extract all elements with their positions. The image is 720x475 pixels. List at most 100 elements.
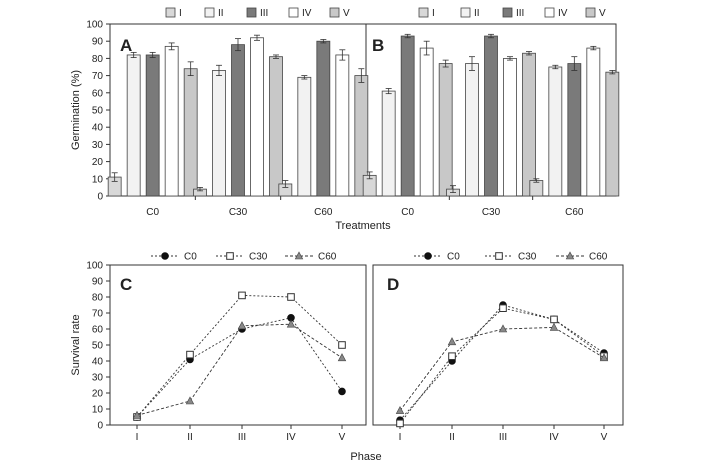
y-tick-label: 30 bbox=[92, 140, 104, 151]
bar-a-V-C30 bbox=[269, 56, 283, 197]
x-tick-label: C60 bbox=[565, 207, 584, 218]
x-tick-label: C30 bbox=[482, 207, 501, 218]
x-tick-label: III bbox=[238, 432, 246, 443]
y-tick-label: 40 bbox=[92, 357, 104, 368]
point-c-C60-II bbox=[185, 396, 195, 405]
x-tick-label: V bbox=[601, 432, 608, 443]
x-tick-label: C0 bbox=[401, 207, 414, 218]
bar-b-II-C60 bbox=[548, 66, 563, 197]
bar-b-V-C30 bbox=[522, 52, 536, 197]
bar-b-IV-C30 bbox=[503, 58, 517, 197]
series-line-d-C0 bbox=[399, 304, 605, 421]
y-tick-label: 10 bbox=[92, 174, 104, 185]
panel-a-y-axis-title: Germination (%) bbox=[70, 70, 82, 150]
point-d-C60-V bbox=[599, 353, 609, 362]
legend-marker-C30 bbox=[495, 252, 503, 260]
y-tick-label: 90 bbox=[92, 37, 104, 48]
bar-b-V-C0 bbox=[438, 63, 453, 197]
legend-label-III: III bbox=[516, 8, 524, 19]
bar-b-IV-C60 bbox=[586, 47, 601, 197]
panel-d-label: D bbox=[387, 275, 399, 294]
bar-a-IV-C30 bbox=[250, 37, 264, 197]
legend-marker-C0 bbox=[424, 252, 432, 260]
legend-swatch-I bbox=[165, 7, 176, 18]
y-tick-label: 70 bbox=[92, 71, 104, 82]
bar-b-III-C0 bbox=[400, 35, 415, 197]
series-line-d-C30 bbox=[399, 307, 605, 424]
panel-d-frame bbox=[372, 264, 624, 426]
x-tick-label: IV bbox=[549, 432, 559, 443]
legend-marker-C60 bbox=[565, 251, 575, 260]
point-c-C30-V bbox=[338, 341, 346, 349]
y-tick-label: 80 bbox=[92, 293, 104, 304]
point-d-C30-III bbox=[499, 304, 507, 312]
bar-a-III-C60 bbox=[316, 40, 331, 197]
legend-label-C0: C0 bbox=[184, 252, 197, 263]
bar-a-IV-C0 bbox=[164, 45, 179, 197]
y-tick-label: 100 bbox=[86, 20, 103, 31]
x-tick-label: III bbox=[499, 432, 507, 443]
y-tick-label: 30 bbox=[92, 373, 104, 384]
bar-b-III-C60 bbox=[567, 63, 582, 197]
legend-swatch-IV bbox=[544, 7, 555, 18]
x-tick-label: C60 bbox=[314, 207, 333, 218]
legend-marker-C30 bbox=[226, 252, 234, 260]
legend-label-III: III bbox=[260, 8, 268, 19]
bar-a-II-C60 bbox=[297, 76, 312, 197]
point-d-C60-II bbox=[447, 337, 457, 346]
y-tick-label: 0 bbox=[97, 192, 103, 203]
series-line-c-C60 bbox=[136, 323, 343, 416]
bar-b-II-C30 bbox=[465, 63, 479, 197]
panel-c-frame bbox=[109, 264, 367, 426]
legend-marker-C0 bbox=[161, 252, 169, 260]
panel-c-label: C bbox=[120, 275, 132, 294]
point-c-C60-V bbox=[337, 353, 347, 362]
series-line-c-C30 bbox=[136, 294, 343, 418]
panel-a-label: A bbox=[120, 36, 132, 55]
x-tick-label: V bbox=[339, 432, 346, 443]
point-d-C60-IV bbox=[549, 322, 559, 331]
legend-swatch-III bbox=[502, 7, 513, 18]
x-tick-label: IV bbox=[286, 432, 296, 443]
legend-label-IV: IV bbox=[302, 8, 312, 19]
point-d-C60-I bbox=[395, 405, 405, 414]
y-tick-label: 100 bbox=[86, 261, 103, 272]
y-tick-label: 50 bbox=[92, 106, 104, 117]
bar-a-IV-C60 bbox=[335, 54, 350, 197]
legend-label-C30: C30 bbox=[518, 252, 537, 263]
bar-b-I-C60 bbox=[529, 180, 544, 197]
line-x-axis-title: Phase bbox=[350, 451, 381, 463]
series-line-c-C0 bbox=[136, 317, 343, 418]
y-tick-label: 60 bbox=[92, 325, 104, 336]
point-c-C30-II bbox=[186, 350, 194, 359]
bar-b-IV-C0 bbox=[419, 47, 434, 197]
point-c-C30-IV bbox=[287, 293, 295, 301]
bar-a-II-C30 bbox=[212, 70, 226, 197]
legend-swatch-I bbox=[418, 7, 429, 18]
x-tick-label: C0 bbox=[146, 207, 159, 218]
point-c-C60-III bbox=[237, 321, 247, 330]
y-tick-label: 90 bbox=[92, 277, 104, 288]
y-tick-label: 70 bbox=[92, 309, 104, 320]
legend-label-C30: C30 bbox=[249, 252, 268, 263]
point-d-C60-III bbox=[498, 324, 508, 333]
legend-swatch-IV bbox=[288, 7, 299, 18]
point-d-C30-I bbox=[396, 419, 404, 428]
bar-a-III-C0 bbox=[145, 54, 160, 197]
x-tick-label: I bbox=[136, 432, 139, 443]
x-tick-label: I bbox=[399, 432, 402, 443]
point-c-C60-IV bbox=[286, 319, 296, 328]
bar-b-II-C0 bbox=[381, 90, 396, 197]
series-line-d-C60 bbox=[399, 326, 605, 411]
y-tick-label: 60 bbox=[92, 88, 104, 99]
panel-b-label: B bbox=[372, 36, 384, 55]
x-tick-label: II bbox=[187, 432, 193, 443]
y-tick-label: 80 bbox=[92, 54, 104, 65]
bar-b-III-C30 bbox=[484, 35, 498, 197]
legend-swatch-II bbox=[204, 7, 215, 18]
point-c-C60-I bbox=[132, 410, 142, 419]
y-tick-label: 50 bbox=[92, 341, 104, 352]
bar-x-axis-title: Treatments bbox=[335, 220, 391, 232]
legend-swatch-V bbox=[585, 7, 596, 18]
